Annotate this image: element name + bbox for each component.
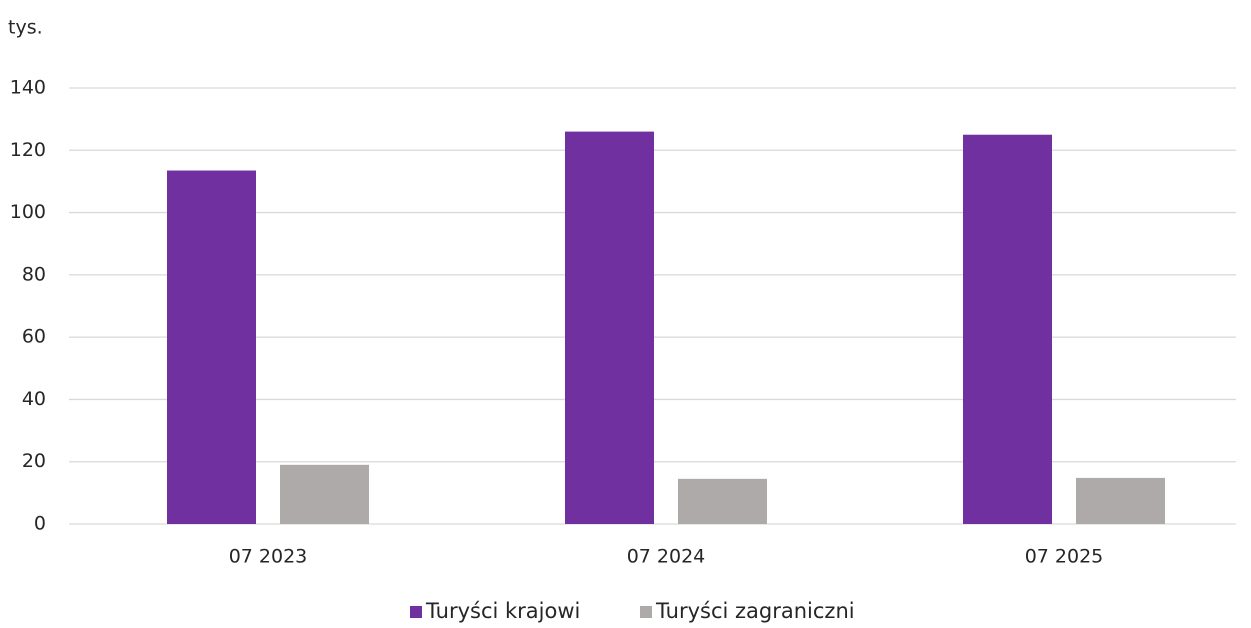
x-tick-label: 07 2023 (229, 546, 308, 568)
bar (1076, 477, 1165, 524)
bar (280, 464, 369, 524)
y-tick-label: 60 (22, 326, 46, 348)
legend-swatch (410, 606, 422, 618)
x-tick-label: 07 2025 (1025, 546, 1104, 568)
y-tick-label: 80 (22, 263, 46, 285)
legend-label: Turyści krajowi (425, 599, 580, 623)
y-tick-label: 40 (22, 388, 46, 410)
bar (167, 170, 256, 524)
y-tick-label: 120 (10, 139, 46, 161)
y-tick-label: 0 (34, 513, 46, 535)
y-tick-label: 140 (10, 77, 46, 99)
bar (678, 478, 767, 524)
bar (565, 131, 654, 524)
bar (963, 134, 1052, 524)
x-tick-label: 07 2024 (627, 546, 706, 568)
y-axis-label: tys. (8, 17, 43, 39)
y-tick-label: 20 (22, 450, 46, 472)
y-tick-label: 100 (10, 201, 46, 223)
legend-label: Turyści zagraniczni (655, 599, 855, 623)
legend-swatch (640, 606, 652, 618)
